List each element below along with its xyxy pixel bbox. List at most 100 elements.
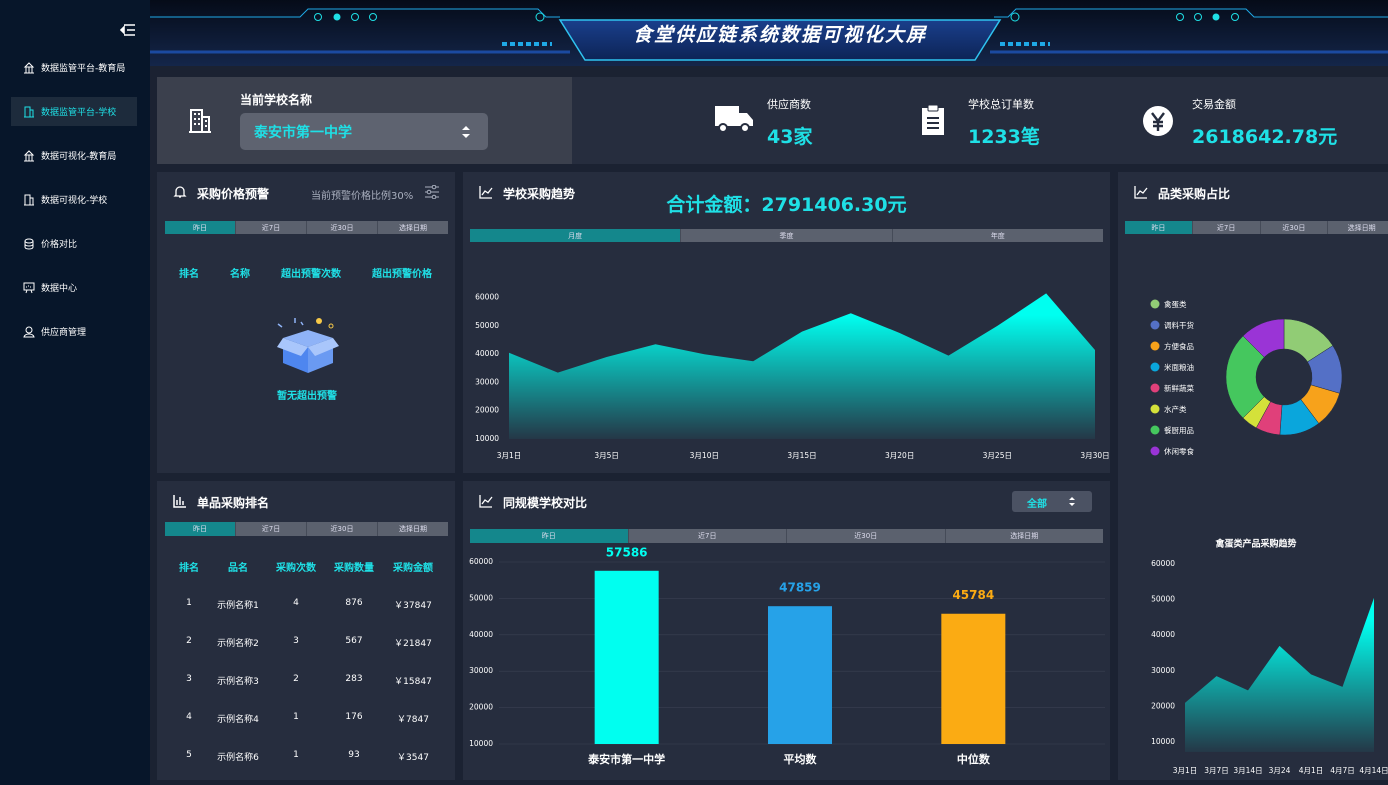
nav-label: 价格对比 [41, 240, 78, 250]
table-cell: 示例名称6 [217, 753, 259, 763]
panel-title: 单品采购排名 [197, 496, 270, 510]
trend-panel: 学校采购趋势 合计金额：2791406.30元 月度 季度 年度 [463, 172, 1110, 473]
stat-label: 交易金额 [1192, 98, 1236, 111]
chart-icon [1134, 186, 1148, 199]
table-cell: 示例名称4 [217, 715, 259, 725]
menu-toggle[interactable] [120, 22, 136, 38]
nav-item[interactable]: 数据可视化-教育局 [11, 141, 137, 170]
chart-icon [479, 186, 493, 199]
tab[interactable]: 近7日 [627, 529, 786, 543]
tab[interactable]: 近30日 [1259, 221, 1328, 234]
nav-label: 数据监管平台-学校 [41, 108, 117, 118]
column-header: 采购次数 [276, 563, 316, 574]
tab[interactable]: 昨日 [470, 529, 628, 543]
nav-label: 数据可视化-学校 [41, 196, 108, 206]
panel-title: 采购价格预警 [197, 187, 270, 201]
column-header: 超出预警次数 [281, 269, 341, 280]
tab[interactable]: 昨日 [165, 522, 235, 536]
table-cell: 1 [293, 750, 299, 760]
stat-label: 供应商数 [767, 98, 811, 111]
panel-title: 学校采购趋势 [503, 187, 576, 201]
school-panel: 当前学校名称 泰安市第一中学 [157, 77, 572, 164]
table-cell: 93 [348, 750, 360, 760]
clipboard-icon [922, 104, 944, 135]
nav-item[interactable]: 供应商管理 [11, 317, 137, 346]
table-cell: 3 [186, 674, 192, 684]
table-cell: ￥3547 [397, 753, 429, 763]
building-icon [189, 109, 211, 133]
school-label: 当前学校名称 [240, 93, 313, 107]
nav-item[interactable]: 数据监管平台-学校 [11, 97, 137, 126]
table-cell: 2 [293, 674, 299, 684]
column-header: 名称 [230, 269, 250, 280]
stats-panel: 供应商数 43家 学校总订单数 1233笔 交易金额 2618642.78元 [572, 77, 1388, 164]
table-cell: 176 [345, 712, 363, 722]
table-cell: 567 [345, 636, 363, 646]
tab[interactable]: 年度 [891, 229, 1103, 242]
column-header: 采购数量 [334, 563, 374, 574]
header-decor [150, 8, 1388, 61]
tab[interactable]: 昨日 [1125, 221, 1192, 234]
tab[interactable]: 月度 [470, 229, 681, 242]
column-header: 采购金额 [393, 563, 433, 574]
table-cell: 2 [186, 636, 192, 646]
nav-item[interactable]: 数据可视化-学校 [11, 185, 137, 214]
yen-icon [1143, 106, 1173, 136]
panel-title: 品类采购占比 [1158, 187, 1231, 201]
filter-select[interactable]: 全部 [1012, 491, 1092, 512]
tab[interactable]: 近30日 [306, 522, 377, 536]
stat-value: 43家 [767, 126, 813, 148]
tab[interactable]: 近7日 [1191, 221, 1260, 234]
nav-item[interactable]: 价格对比 [11, 229, 137, 258]
tab[interactable]: 选择日期 [1327, 221, 1388, 234]
school-name: 泰安市第一中学 [254, 125, 352, 141]
nav-label: 数据中心 [41, 284, 78, 294]
table-cell: 3 [293, 636, 299, 646]
truck-icon [715, 106, 753, 133]
filter-value: 全部 [1027, 499, 1047, 510]
tab[interactable]: 季度 [680, 229, 892, 242]
nav-label: 数据可视化-教育局 [41, 152, 117, 162]
tab[interactable]: 选择日期 [377, 221, 448, 234]
stat-value: 2618642.78元 [1192, 126, 1338, 148]
nav-item[interactable]: 数据监管平台-教育局 [11, 53, 137, 82]
column-header: 排名 [179, 563, 199, 574]
tab[interactable]: 近30日 [306, 221, 377, 234]
column-header: 超出预警价格 [372, 269, 432, 280]
table-cell: ￥37847 [394, 601, 432, 611]
tab[interactable]: 近7日 [235, 522, 306, 536]
tab[interactable]: 近7日 [235, 221, 306, 234]
select-arrow [462, 126, 470, 138]
compare-panel: 同规模学校对比 全部 昨日 近7日 近30日 选择日期 [463, 481, 1110, 780]
table-cell: 示例名称2 [217, 639, 259, 649]
tab-bar: 月度 季度 年度 [470, 229, 1103, 242]
stat-label: 学校总订单数 [968, 98, 1034, 111]
school-select[interactable]: 泰安市第一中学 [240, 113, 488, 150]
table-cell: 283 [345, 674, 363, 684]
tab[interactable]: 昨日 [165, 221, 235, 234]
bar-icon [173, 495, 186, 508]
ranking-panel: 单品采购排名 昨日 近7日 近30日 选择日期 排名 品名 采购次数 采购数量 采购金额 1 示例… [157, 481, 455, 780]
settings-icon[interactable] [424, 185, 440, 199]
panel-title: 同规模学校对比 [503, 496, 588, 510]
bell-icon [173, 186, 187, 198]
sidebar: 数据监管平台-教育局 数据监管平台-学校 数据可视化-教育局 数据可视化-学校 … [0, 0, 150, 785]
table-cell: 示例名称3 [217, 677, 259, 687]
table-cell: ￥7847 [397, 715, 429, 725]
alert-note: 当前预警价格比例30% [311, 191, 414, 202]
table-cell: 5 [186, 750, 192, 760]
page-title: 食堂供应链系统数据可视化大屏 [632, 24, 927, 46]
column-header: 品名 [228, 563, 248, 574]
nav-item[interactable]: 数据中心 [11, 273, 137, 302]
empty-box-icon [277, 318, 339, 373]
tab[interactable]: 选择日期 [377, 522, 448, 536]
nav-label: 供应商管理 [41, 328, 87, 338]
table-cell: 4 [186, 712, 192, 722]
tab[interactable]: 近30日 [786, 529, 945, 543]
table-cell: 876 [345, 598, 363, 608]
table-cell: 示例名称1 [217, 601, 259, 611]
tab[interactable]: 选择日期 [944, 529, 1103, 543]
nav-label: 数据监管平台-教育局 [41, 64, 126, 74]
total-amount: 合计金额：2791406.30元 [666, 194, 907, 216]
table-cell: 1 [186, 598, 192, 608]
